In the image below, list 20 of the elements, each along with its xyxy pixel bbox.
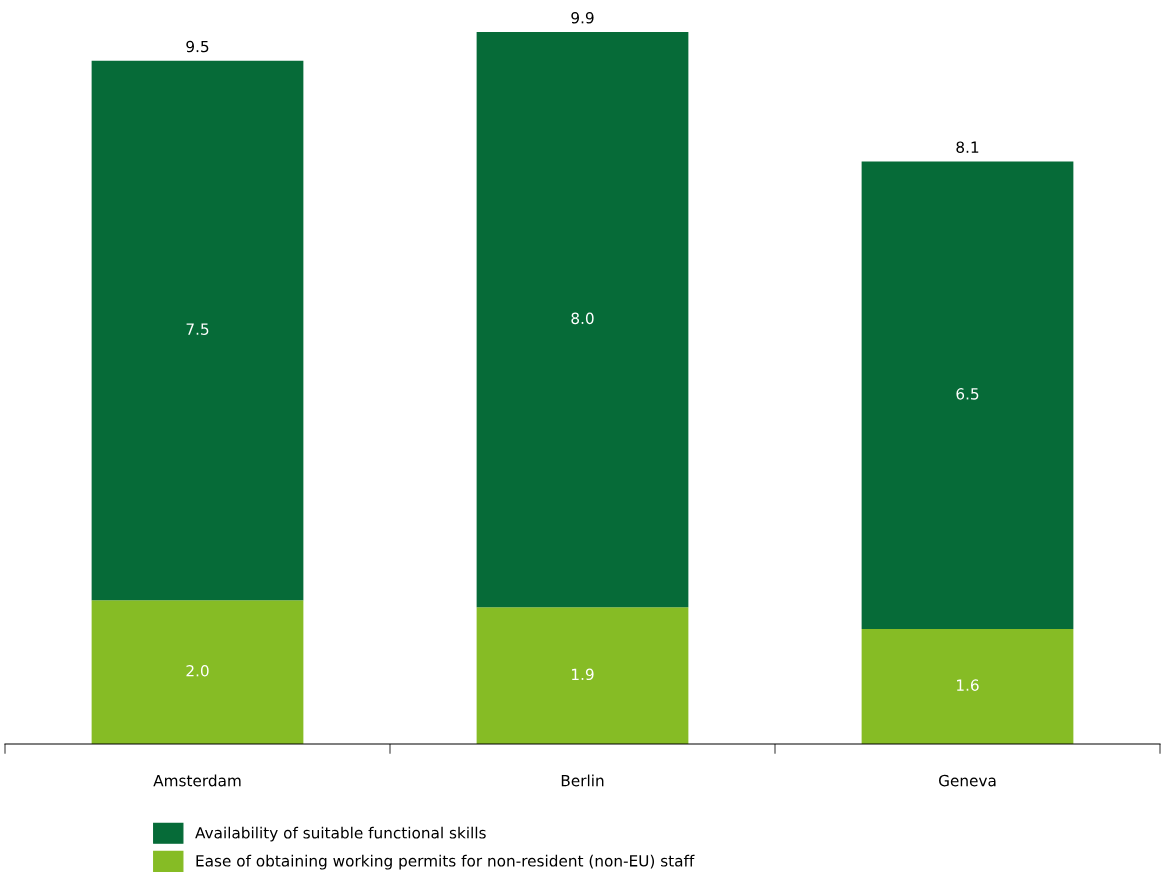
total-label: 9.9 (571, 11, 594, 24)
legend-label: Availability of suitable functional skills (195, 826, 486, 842)
legend-label: Ease of obtaining working permits for non-resident (non-EU) staff (196, 854, 695, 870)
bar (476, 32, 689, 608)
total-label: 8.1 (956, 141, 979, 153)
data-label: 7.5 (186, 323, 209, 335)
x-tick-label: Geneva (938, 774, 996, 787)
total-label: 9.5 (186, 40, 209, 53)
x-tick-label: Berlin (561, 774, 604, 787)
data-label: 6.5 (956, 388, 979, 400)
data-label: 1.6 (957, 679, 979, 691)
data-label: 1.9 (572, 668, 594, 681)
bar (476, 607, 689, 744)
bar (861, 628, 1074, 744)
bar (91, 600, 304, 744)
bar (861, 161, 1074, 629)
data-label: 2.0 (186, 664, 209, 677)
bar (91, 60, 304, 601)
data-label: 8.0 (571, 312, 594, 325)
x-tick-label: Amsterdam (153, 774, 241, 787)
